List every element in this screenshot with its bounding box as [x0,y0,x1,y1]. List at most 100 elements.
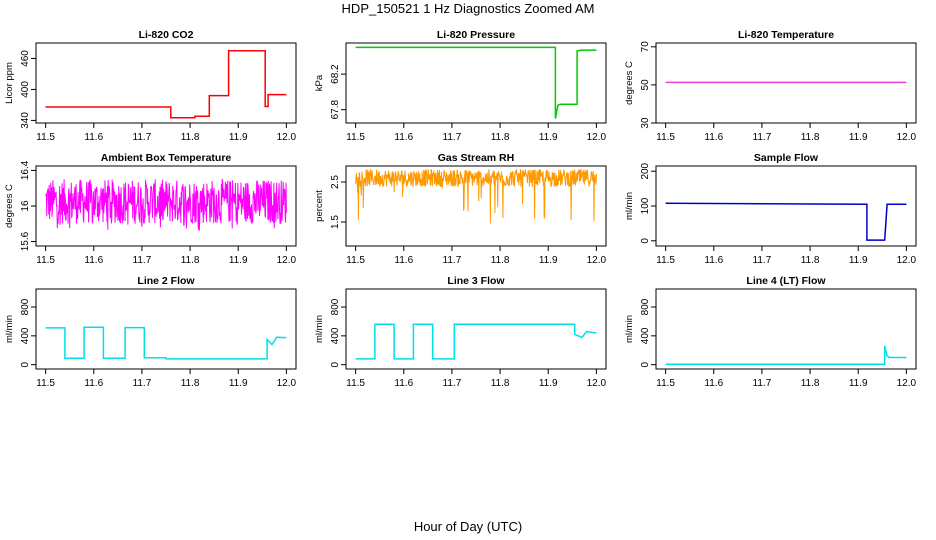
x-tick-label: 11.8 [491,132,510,143]
x-tick-label: 11.7 [443,255,462,266]
y-tick-label: 0 [330,361,341,367]
plot-frame [345,288,607,370]
y-tick-label: 0 [640,361,651,367]
x-tick-label: 11.6 [704,132,723,143]
x-tick-label: 11.5 [36,378,55,389]
x-tick-label: 11.9 [229,378,248,389]
x-tick-label: 11.5 [36,255,55,266]
x-tick-label: 12.0 [587,132,607,143]
series-line-0 [665,202,907,241]
x-tick-label: 11.9 [849,132,868,143]
chart-panel-1: Li-820 Pressure 11.5 11.6 11.7 11.8 11.9 12.0 6… [314,29,607,143]
plot-frame [345,42,607,124]
x-tick-label: 11.6 [704,378,723,389]
chart-panel-2: Li-820 Temperature 11.5 11.6 11.7 11.8 11.9 12… [624,29,917,143]
chart-panel-0: Li-820 CO2 11.5 11.6 11.7 11.8 11.9 12.0 340 400… [4,29,297,143]
chart-panel-6: Line 2 Flow 11.5 11.6 11.7 11.8 11.9 12.0 0 400 8… [4,275,297,389]
x-tick-label: 11.6 [704,255,723,266]
x-tick-label: 11.6 [394,378,413,389]
x-tick-label: 11.7 [443,132,462,143]
panel-title: Line 3 Flow [447,275,505,287]
panel-title: Li-820 CO2 [139,29,194,41]
y-tick-label: 67.8 [330,99,341,119]
panel-title: Gas Stream RH [438,152,514,164]
x-tick-label: 11.5 [656,255,675,266]
x-tick-label: 12.0 [277,255,297,266]
x-tick-label: 11.5 [36,132,55,143]
x-tick-label: 11.6 [394,255,413,266]
y-tick-label: 100 [640,197,651,214]
x-tick-label: 11.5 [346,132,365,143]
y-tick-label: 460 [20,50,31,67]
x-tick-label: 12.0 [897,378,917,389]
x-tick-label: 11.9 [539,132,558,143]
x-tick-label: 11.8 [181,132,200,143]
x-tick-label: 11.7 [133,255,152,266]
y-tick-label: 200 [640,162,651,179]
x-tick-label: 11.7 [753,255,772,266]
y-tick-label: 800 [330,298,341,315]
y-tick-label: 0 [20,361,31,367]
series-line-0 [665,345,907,366]
y-tick-label: 2.5 [330,175,341,189]
y-tick-label: 0 [640,238,651,244]
x-tick-label: 11.8 [181,378,200,389]
series-line-0 [355,169,597,224]
x-tick-label: 11.9 [849,255,868,266]
panel-title: Li-820 Temperature [738,29,834,41]
y-tick-label: 800 [640,298,651,315]
chart-panel-5: Sample Flow 11.5 11.6 11.7 11.8 11.9 12.0 0 100 2… [624,152,917,266]
y-tick-label: 800 [20,298,31,315]
x-tick-label: 11.8 [491,255,510,266]
x-tick-label: 11.6 [84,255,103,266]
x-tick-label: 12.0 [587,255,607,266]
series-line-0 [45,49,287,119]
y-axis-label: ml/min [624,192,635,220]
x-tick-label: 11.7 [753,378,772,389]
plot-frame [35,42,297,124]
chart-panel-3: Ambient Box Temperature 11.5 11.6 11.7 11.8 1… [4,152,297,266]
y-tick-label: 16 [20,200,31,212]
x-tick-label: 11.7 [443,378,462,389]
series-line-0 [355,323,597,360]
x-tick-label: 11.5 [656,132,675,143]
y-tick-label: 400 [330,327,341,344]
x-tick-label: 11.7 [753,132,772,143]
x-tick-label: 11.5 [346,255,365,266]
series-line-0 [355,46,597,119]
y-tick-label: 30 [640,117,651,129]
y-tick-label: 400 [640,327,651,344]
x-tick-label: 11.7 [133,132,152,143]
y-tick-label: 400 [20,327,31,344]
x-tick-label: 11.8 [801,378,820,389]
y-tick-label: 400 [20,81,31,98]
x-tick-label: 11.9 [539,255,558,266]
x-tick-label: 12.0 [277,132,297,143]
y-tick-label: 15.6 [20,231,31,251]
y-axis-label: ml/min [4,315,15,343]
x-tick-label: 12.0 [897,255,917,266]
y-tick-label: 340 [20,112,31,129]
x-tick-label: 11.8 [491,378,510,389]
y-axis-label: degrees C [4,184,15,228]
y-axis-label: degrees C [624,61,635,105]
y-axis-label: Licor ppm [4,62,15,104]
panel-title: Sample Flow [754,152,819,164]
x-tick-label: 12.0 [587,378,607,389]
x-tick-label: 11.8 [801,255,820,266]
y-tick-label: 50 [640,79,651,91]
x-tick-label: 11.9 [229,132,248,143]
x-tick-label: 11.8 [181,255,200,266]
x-tick-label: 11.5 [346,378,365,389]
panel-title: Ambient Box Temperature [101,152,232,164]
plot-frame [655,288,917,370]
x-tick-label: 11.8 [801,132,820,143]
x-tick-label: 11.9 [539,378,558,389]
series-line-0 [45,179,287,231]
y-axis-label: ml/min [624,315,635,343]
panel-title: Li-820 Pressure [437,29,515,41]
y-tick-label: 16.4 [20,160,31,180]
y-tick-label: 70 [640,41,651,53]
x-tick-label: 12.0 [897,132,917,143]
